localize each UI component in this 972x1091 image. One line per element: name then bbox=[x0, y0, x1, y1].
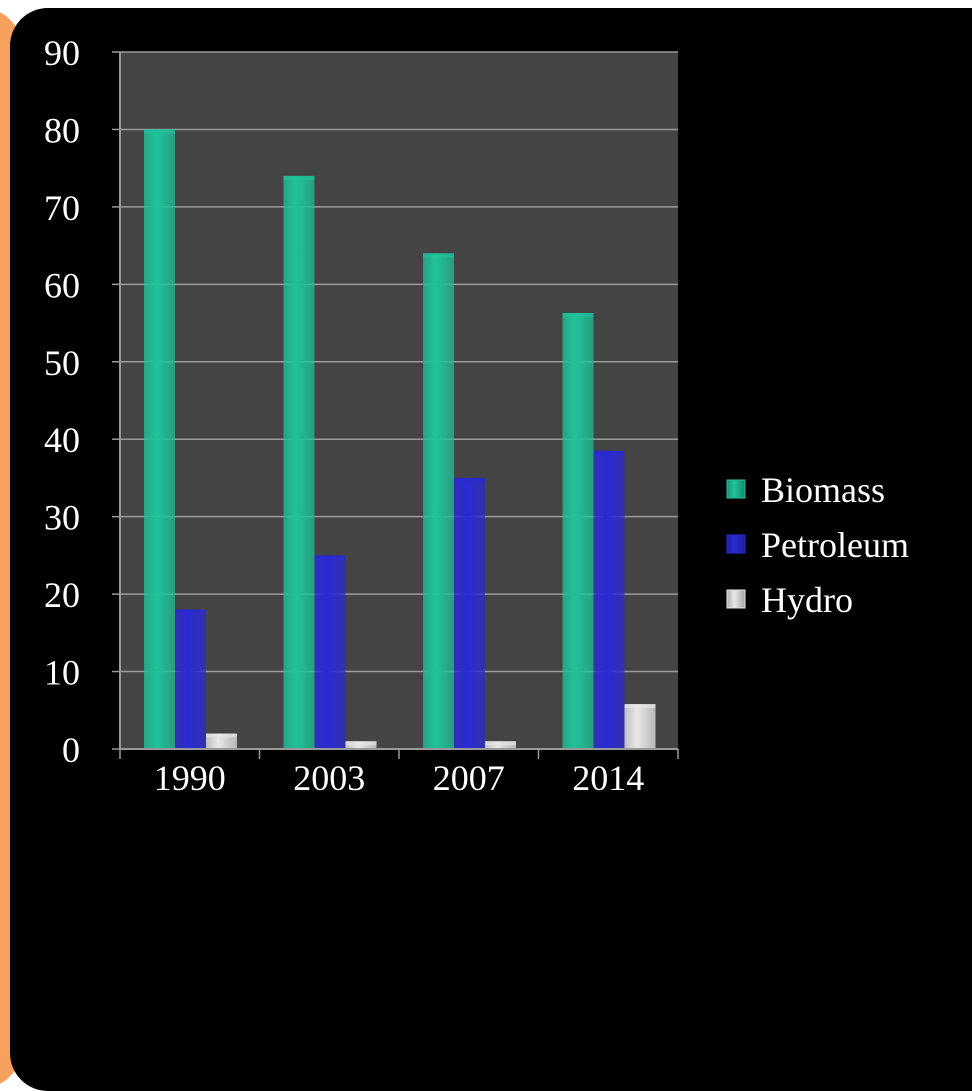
bar-cap-biomass-1990 bbox=[144, 129, 175, 134]
bar-petroleum-2007 bbox=[454, 477, 485, 749]
bar-hydro-2014 bbox=[624, 704, 656, 749]
legend: Biomass Petroleum Hydro bbox=[726, 470, 909, 620]
bar-biomass-2007 bbox=[423, 253, 454, 749]
x-tick-label-1990: 1990 bbox=[154, 758, 226, 798]
bar-cap-hydro-2007 bbox=[485, 741, 516, 746]
legend-label-biomass: Biomass bbox=[761, 470, 885, 510]
y-tick-label-0: 0 bbox=[62, 730, 80, 770]
y-tick-label-30: 30 bbox=[44, 498, 80, 538]
bar-biomass-2014 bbox=[562, 312, 594, 749]
bar-cap-petroleum-2014 bbox=[593, 450, 625, 455]
y-tick-label-40: 40 bbox=[44, 420, 80, 460]
x-axis: 1990 2003 2007 2014 bbox=[119, 748, 679, 798]
bar-cap-petroleum-2007 bbox=[454, 477, 485, 482]
y-tick-label-60: 60 bbox=[44, 265, 80, 305]
y-tick-label-70: 70 bbox=[44, 188, 80, 228]
y-tick-label-20: 20 bbox=[44, 575, 80, 615]
x-tick-label-2003: 2003 bbox=[293, 758, 365, 798]
y-tick-label-90: 90 bbox=[44, 33, 80, 73]
bar-biomass-1990 bbox=[144, 129, 175, 749]
legend-label-hydro: Hydro bbox=[761, 580, 853, 620]
bars bbox=[144, 129, 656, 749]
x-tick-label-2014: 2014 bbox=[572, 758, 644, 798]
y-tick-label-10: 10 bbox=[44, 653, 80, 693]
bar-petroleum-2003 bbox=[314, 555, 346, 749]
bar-cap-hydro-2003 bbox=[345, 741, 377, 746]
legend-label-petroleum: Petroleum bbox=[761, 525, 909, 565]
legend-swatch-biomass bbox=[726, 479, 746, 499]
bar-petroleum-1990 bbox=[175, 609, 206, 749]
bar-petroleum-2014 bbox=[593, 450, 625, 749]
y-axis: 0 10 20 30 40 50 60 70 80 90 bbox=[44, 33, 121, 770]
bar-cap-petroleum-1990 bbox=[175, 609, 206, 614]
legend-swatch-hydro bbox=[726, 589, 746, 609]
y-tick-label-50: 50 bbox=[44, 343, 80, 383]
bar-cap-biomass-2014 bbox=[562, 312, 594, 317]
bar-cap-hydro-1990 bbox=[206, 733, 237, 738]
bar-biomass-2003 bbox=[283, 175, 315, 749]
legend-swatch-petroleum bbox=[726, 534, 746, 554]
x-tick-label-2007: 2007 bbox=[433, 758, 505, 798]
bar-cap-petroleum-2003 bbox=[314, 555, 346, 560]
bar-cap-biomass-2003 bbox=[283, 175, 315, 180]
y-tick-label-80: 80 bbox=[44, 110, 80, 150]
bar-cap-hydro-2014 bbox=[624, 704, 656, 709]
bar-cap-biomass-2007 bbox=[423, 253, 454, 258]
